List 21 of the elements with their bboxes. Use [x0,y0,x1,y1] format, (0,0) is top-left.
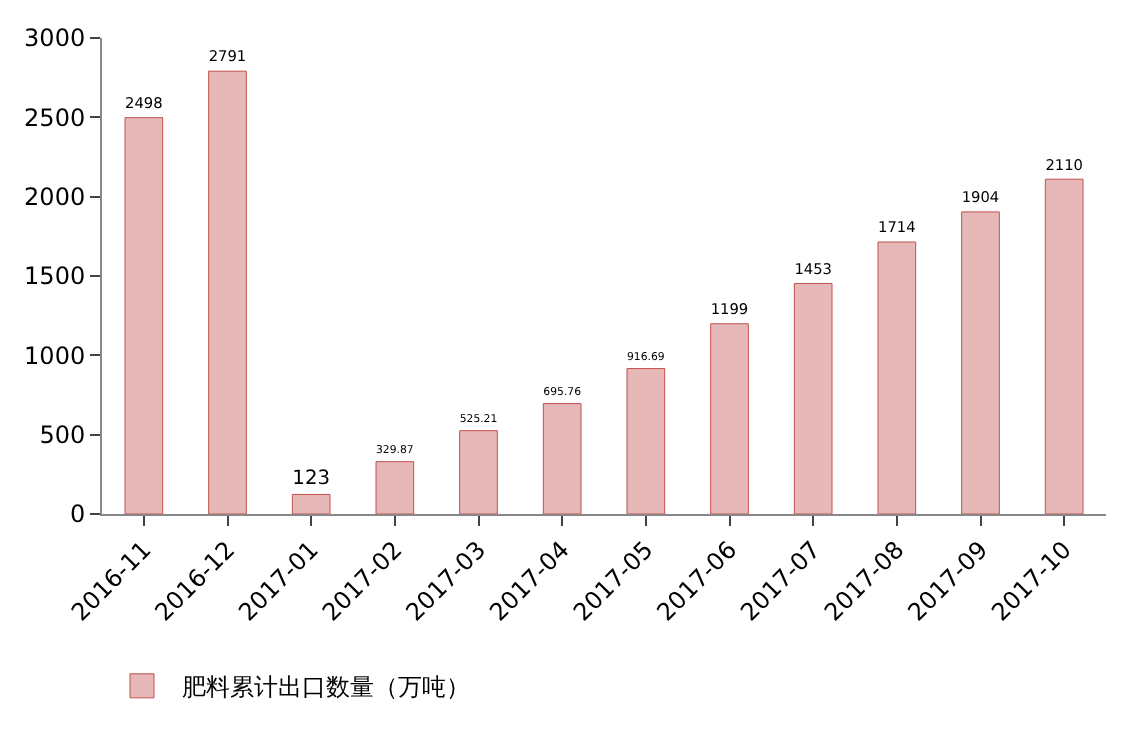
bar [710,323,749,514]
bar [793,282,833,514]
bar [375,461,415,514]
y-tick-label: 3000 [24,24,86,53]
bar [877,241,917,514]
y-tick-label: 1500 [24,262,86,291]
y-tick-label: 2500 [24,103,86,132]
bar [542,403,582,514]
y-tick-label: 500 [39,421,86,450]
data-label: 123 [292,467,330,490]
bar [961,211,1000,514]
bar [459,430,498,514]
bar [291,493,331,514]
bar [124,117,164,514]
y-tick-label: 0 [69,500,86,529]
bar [208,70,247,514]
y-tick-label: 1000 [24,341,86,370]
y-tick-label: 2000 [24,183,86,212]
bar [626,368,666,514]
bar [1044,178,1084,514]
legend-label: 肥料累计出口数量（万吨） [182,673,470,702]
